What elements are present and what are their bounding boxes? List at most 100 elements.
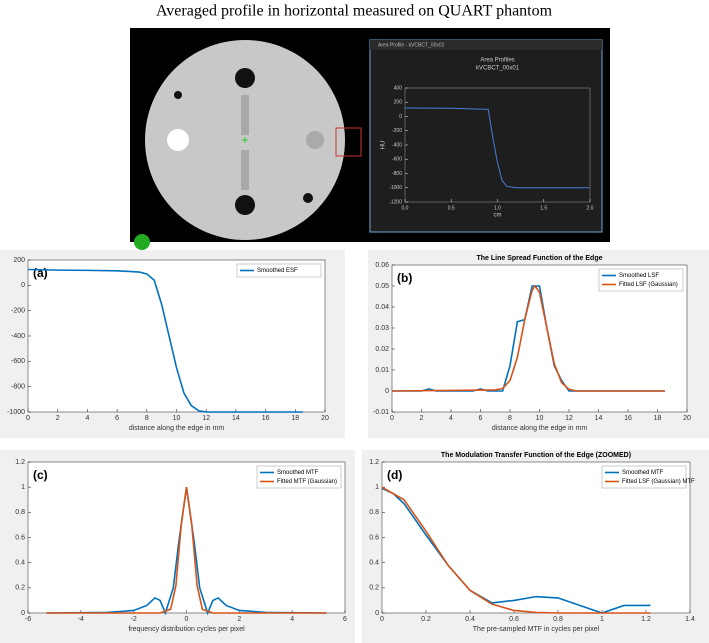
x-axis-label: frequency distribution cycles per pixel [128,626,245,633]
x-tick-label: 20 [683,415,691,422]
legend-box [601,465,687,489]
y-tick-label: 1.2 [15,459,25,466]
y-tick-label: 1 [21,484,25,491]
x-tick-label: 16 [624,415,632,422]
series-line [404,107,590,189]
series-line [27,268,303,413]
x-tick-label: 6 [115,415,119,422]
y-tick-label: 1 [375,484,379,491]
y-axis-label: HU [381,141,387,150]
y-tick-label: 1.2 [369,459,379,466]
y-tick-label: 0 [385,388,389,395]
y-tick-label: -400 [11,333,25,340]
series-line [46,487,327,614]
x-tick-label: -6 [25,616,31,623]
y-tick-label: -800 [392,171,402,177]
y-tick-label: 0.02 [375,346,389,353]
x-tick-label: 1.5 [540,205,547,211]
y-tick-label: 0.6 [15,534,25,541]
x-tick-label: 18 [291,415,299,422]
y-tick-label: 0 [399,114,402,120]
y-tick-label: 0.8 [369,509,379,516]
x-tick-label: 8 [508,415,512,422]
x-axis-label: cm [494,213,502,219]
y-tick-label: -800 [11,384,25,391]
y-tick-label: 0.05 [375,283,389,290]
y-tick-label: 0 [375,610,379,617]
y-tick-label: 0.01 [375,367,389,374]
y-tick-label: -200 [392,128,402,134]
legend-label: Smoothed LSF [619,273,659,279]
x-tick-label: 1.0 [494,205,501,211]
x-tick-label: -2 [131,616,137,623]
x-tick-label: 4 [85,415,89,422]
y-tick-label: 400 [394,85,403,91]
x-tick-label: 14 [232,415,240,422]
y-tick-label: 0.04 [375,304,389,311]
chart-subtitle: kVCBCT_00x01 [476,66,520,72]
y-tick-label: -1200 [389,199,402,205]
x-axis-label: distance along the edge in mm [492,425,588,432]
series-line [381,487,651,614]
y-tick-label: 200 [394,100,403,106]
x-tick-label: 0.2 [421,616,431,623]
x-tick-label: 0 [185,616,189,623]
chart-title: The Line Spread Function of the Edge [476,255,602,262]
y-tick-label: -400 [392,142,402,148]
legend-label: Fitted LSF (Gaussian) MTF [622,479,695,485]
legend-label: Smoothed MTF [277,470,319,476]
x-tick-label: 14 [595,415,603,422]
x-tick-label: 1.4 [685,616,695,623]
y-tick-label: 0 [21,610,25,617]
y-tick-label: 0.2 [15,585,25,592]
y-tick-label: 200 [13,257,25,264]
panel-label: (d) [387,468,402,482]
x-tick-label: 2 [237,616,241,623]
x-axis-label: distance along the edge in mm [129,425,225,432]
y-tick-label: 0.03 [375,325,389,332]
panel-label: (b) [397,271,412,285]
x-tick-label: 0.5 [448,205,455,211]
x-tick-label: 0.0 [402,205,409,211]
x-tick-label: 12 [202,415,210,422]
x-tick-label: 0.6 [509,616,519,623]
window-title: Area Profile - kVCBCT_00x01 [378,42,445,48]
x-tick-label: 2.0 [587,205,594,211]
y-tick-label: -600 [11,358,25,365]
y-tick-label: 0.8 [15,509,25,516]
chart-title: The Modulation Transfer Function of the … [441,452,631,459]
x-tick-label: -4 [78,616,84,623]
legend-box [256,465,342,489]
x-tick-label: 1 [600,616,604,623]
y-tick-label: 0.4 [15,560,25,567]
x-tick-label: 2 [56,415,60,422]
x-tick-label: 6 [343,616,347,623]
legend-box [236,263,322,278]
plot-area [404,87,591,203]
panel-label: (c) [33,468,48,482]
y-tick-label: -1000 [7,409,25,416]
x-tick-label: 12 [565,415,573,422]
series-line [381,486,651,614]
legend-label: Fitted LSF (Gaussian) [619,282,678,288]
x-tick-label: 2 [420,415,424,422]
x-tick-label: 4 [449,415,453,422]
plot-area [27,259,326,413]
x-tick-label: 0.8 [553,616,563,623]
x-tick-label: 20 [321,415,329,422]
y-tick-label: 0.6 [369,534,379,541]
x-tick-label: 6 [479,415,483,422]
legend-label: Smoothed ESF [257,268,298,274]
chart-title: Area Profiles [480,58,514,64]
x-tick-label: 4 [290,616,294,623]
panel-label: (a) [33,266,48,280]
figure-title: Averaged profile in horizontal measured … [156,3,553,20]
x-axis-label: The pre-sampled MTF in cycles per pixel [473,626,600,633]
y-tick-label: 0.06 [375,262,389,269]
x-tick-label: 0 [26,415,30,422]
legend-label: Smoothed MTF [622,470,664,476]
legend-label: Fitted MTF (Gaussian) [277,479,337,485]
x-tick-label: 10 [173,415,181,422]
y-tick-label: -600 [392,157,402,163]
